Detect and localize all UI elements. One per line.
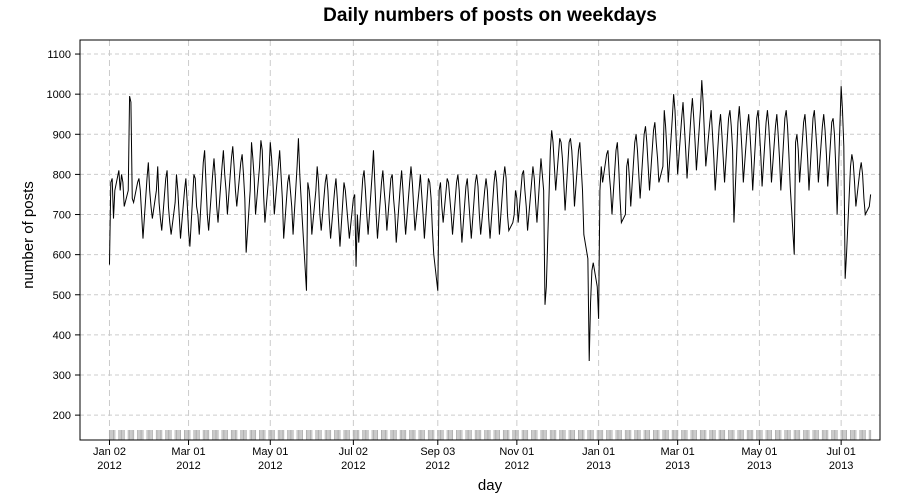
plot-frame (79, 39, 881, 441)
y-tick-label: 700 (53, 210, 71, 222)
y-tick-label: 800 (53, 169, 71, 181)
x-tick-label: Nov 01 2012 (499, 446, 534, 472)
x-tick-label: Sep 03 2012 (420, 446, 455, 472)
y-tick-label: 500 (53, 290, 71, 302)
y-tick-label: 900 (53, 129, 71, 141)
data-line (108, 80, 872, 361)
y-tick-label: 300 (53, 370, 71, 382)
x-tick-label: Jan 02 2012 (93, 446, 126, 472)
y-tick-label: 400 (53, 330, 71, 342)
y-tick-label: 1100 (47, 49, 71, 61)
y-tick-label: 200 (53, 410, 71, 422)
chart-title: Daily numbers of posts on weekdays (323, 5, 657, 26)
x-tick-label: Jul 02 2012 (339, 446, 368, 472)
x-tick-label: May 01 2012 (252, 446, 288, 472)
y-axis-title: number of posts (20, 181, 37, 289)
x-tick-label: Mar 01 2012 (171, 446, 205, 472)
x-tick-label: Jan 01 2013 (582, 446, 615, 472)
x-axis-title: day (478, 477, 503, 494)
y-tick-label: 600 (53, 250, 71, 262)
y-tick-label: 1000 (47, 89, 71, 101)
x-tick-label: Jul 01 2013 (826, 446, 855, 472)
x-tick-label: May 01 2013 (741, 446, 777, 472)
x-tick-label: Mar 01 2013 (661, 446, 695, 472)
